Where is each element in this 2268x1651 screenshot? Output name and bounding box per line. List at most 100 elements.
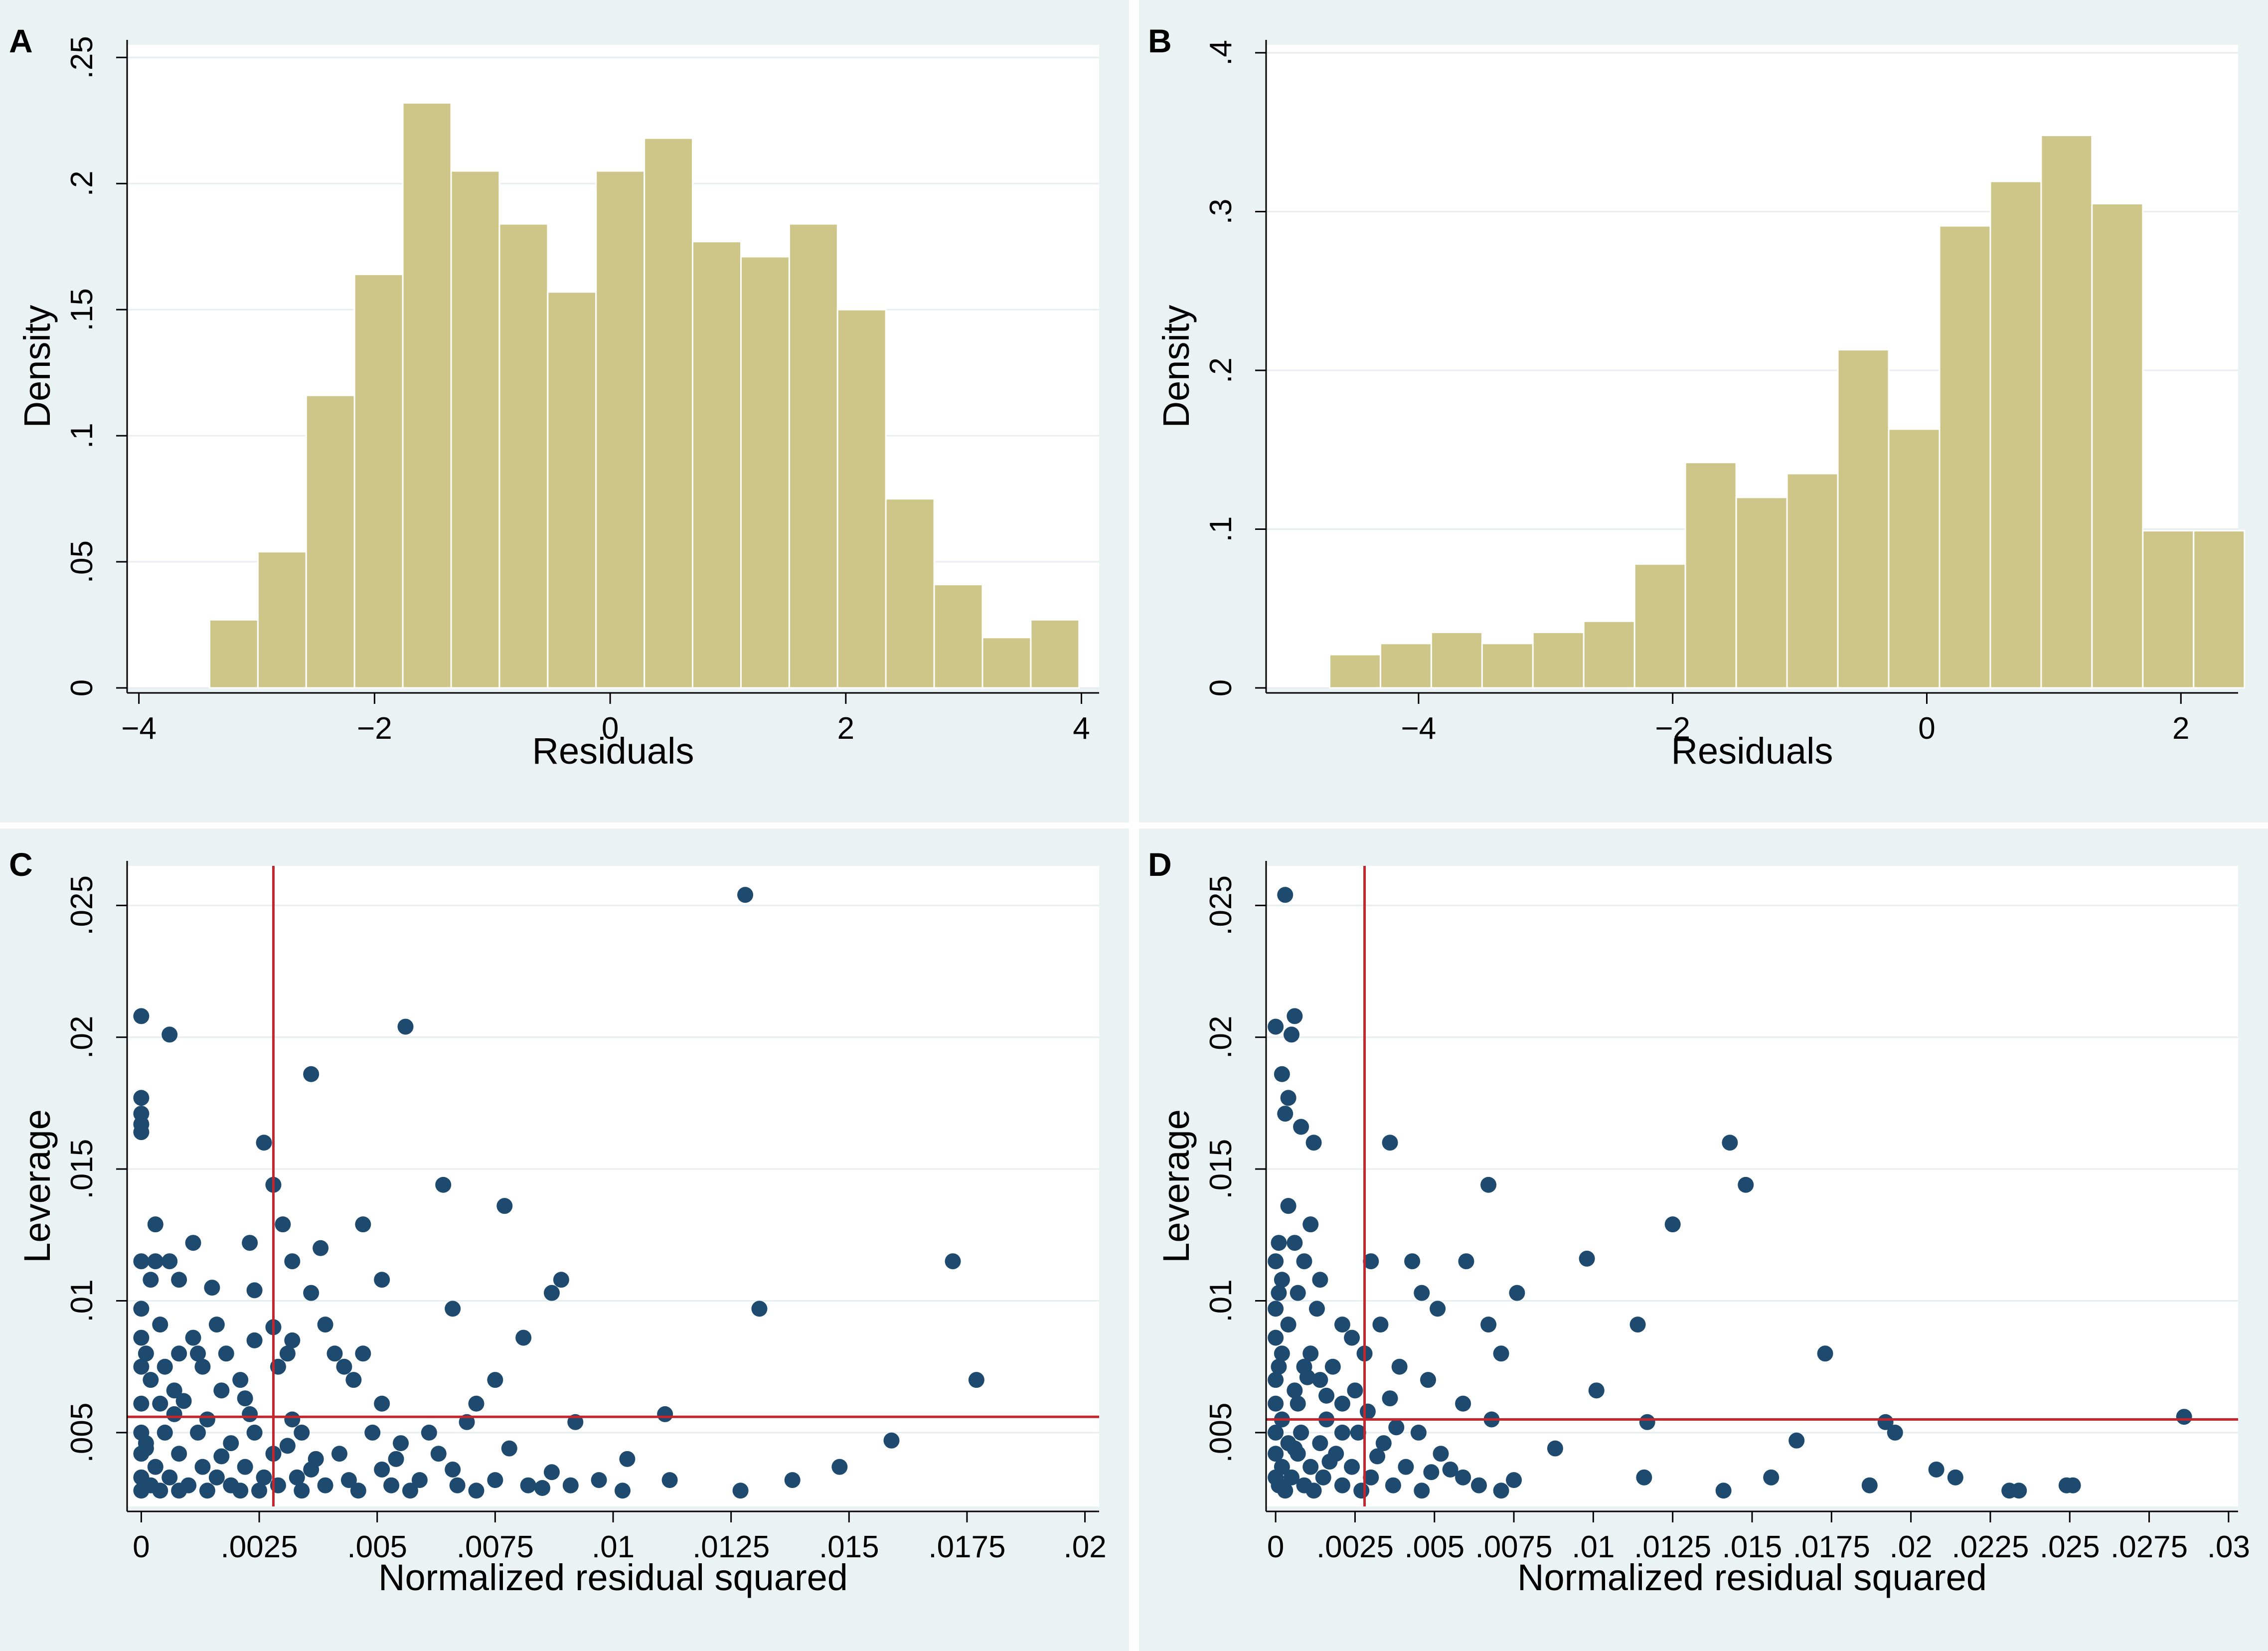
panel-b-bar [1786,473,1839,689]
panel-d-point [1274,1272,1290,1288]
panel-d-point [1290,1395,1306,1412]
panel-c-point [751,1301,768,1317]
panel-c-point [133,1090,150,1106]
panel-d-point [1287,1440,1303,1457]
panel-a-chart: A −4 −2 0 2 4 0 .05 .1 .15 .2 .25 Residuals Density [9,22,1099,772]
panel-d-x-tick-label: .0175 [1793,1530,1870,1564]
panel-b-bar [1888,428,1941,689]
panel-c-point [515,1329,532,1346]
panel-d-point [1268,1395,1284,1412]
panel-c-plot-area [127,866,1099,1506]
panel-c-point [383,1477,400,1493]
panel-c-point [218,1345,234,1362]
panel-c-point [374,1272,390,1288]
panel-d-y-tick-label: .01 [1204,1279,1238,1322]
panel-a-bar [981,637,1032,689]
panel-b-y-tick-label: .1 [1204,516,1238,542]
panel-d-x-tick-label: .0125 [1634,1530,1711,1564]
panel-c-point [350,1483,366,1499]
panel-d-point [1414,1483,1430,1499]
panel-c-point [543,1285,560,1301]
panel-c-point [520,1477,536,1493]
panel-c-point [313,1240,329,1256]
panel-c-point [246,1332,263,1348]
panel-c-point [331,1446,347,1462]
panel-d-point [1312,1372,1328,1388]
panel-c-x-tick-label: .0075 [457,1530,534,1564]
panel-a-x-tick-label: −4 [121,711,157,746]
panel-d-point [1398,1459,1414,1475]
panel-c-point [152,1483,168,1499]
panel-d-point [1861,1477,1878,1493]
panel-d-point [1433,1446,1449,1462]
panel-a-y-tick-label: .15 [65,288,99,331]
panel-c-x-tick-label: .02 [1064,1530,1107,1564]
panel-d-letter: D [1148,846,1172,883]
panel-d-point [1334,1395,1350,1412]
panel-c-point [208,1317,225,1333]
panel-c-point [421,1424,437,1441]
panel-d-point [1305,1483,1322,1499]
panel-b-x-axis-title: Residuals [1671,730,1833,772]
panel-d-point [1280,1198,1296,1214]
panel-c-point [138,1440,154,1457]
panel-d-point [1722,1135,1738,1151]
panel-c-point [208,1469,225,1486]
panel-a-bar [257,551,307,689]
panel-d-point [1280,1090,1296,1106]
panel-c-x-tick-label: 0 [133,1530,150,1564]
panel-b-chart: B −4 −2 0 2 0 .1 .2 .3 .4 Residuals Density [1148,22,2246,772]
panel-d-point [1347,1382,1363,1399]
panel-c-x-tick-label: .0125 [692,1530,770,1564]
panel-b-bar [1989,180,2042,689]
panel-c-point [388,1451,404,1467]
panel-a-bar [450,170,500,689]
panel-d-point [1271,1285,1287,1301]
panel-d-point [1639,1414,1655,1430]
panel-d-point [1302,1345,1319,1362]
panel-d-point [1268,1446,1284,1462]
panel-b-x-tick-label: −4 [1401,711,1437,746]
panel-c-point [393,1435,409,1452]
panel-a-y-tick-label: .25 [65,36,99,79]
panel-c-point [199,1411,215,1428]
panel-c-point [661,1472,678,1488]
panel-d-point [1947,1469,1963,1486]
panel-d-point [1369,1448,1386,1465]
panel-b-bar [1939,225,1991,689]
panel-d-x-tick-label: .015 [1722,1530,1782,1564]
panel-d-point [1506,1472,1522,1488]
panel-b-x-tick-label: −2 [1655,711,1690,746]
panel-c-point [449,1477,466,1493]
panel-c-point [487,1472,503,1488]
panel-d-point [1817,1345,1833,1362]
panel-c-point [189,1424,206,1441]
panel-b-bar [1583,620,1635,689]
panel-d-point [1268,1372,1284,1388]
panel-c-point [133,1124,150,1141]
panel-a-bar [208,619,259,689]
panel-d-point [1302,1216,1319,1233]
panel-c-point [256,1469,272,1486]
panel-c-point [157,1358,173,1375]
panel-c-point [345,1372,362,1388]
panel-a-bar [740,256,790,689]
panel-c-point [138,1345,154,1362]
panel-b-y-tick-label: .2 [1204,357,1238,383]
panel-c-y-tick-label: .005 [65,1403,99,1463]
panel-c-point [737,887,754,903]
panel-b: B −4 −2 0 2 0 .1 .2 .3 .4 Residuals Density [1139,0,2268,823]
panel-c-y-tick-label: .02 [65,1016,99,1059]
panel-d-x-tick-label: .02 [1890,1530,1933,1564]
panel-c-point [166,1406,182,1422]
panel-d-chart: D 0 .0025 .005 .0075 .01 .0125 .015 .0175 .02 .022… [1148,846,2250,1598]
panel-a-bar [644,137,694,689]
panel-c-point [133,1395,150,1412]
panel-b-y-tick-label: .4 [1204,40,1238,66]
panel-c-x-tick-label: .015 [819,1530,879,1564]
panel-d-point [1334,1477,1350,1493]
panel-c-point [317,1317,333,1333]
panel-d-point [1430,1301,1446,1317]
panel-d-point [1738,1176,1754,1193]
panel-c-point [175,1393,192,1409]
